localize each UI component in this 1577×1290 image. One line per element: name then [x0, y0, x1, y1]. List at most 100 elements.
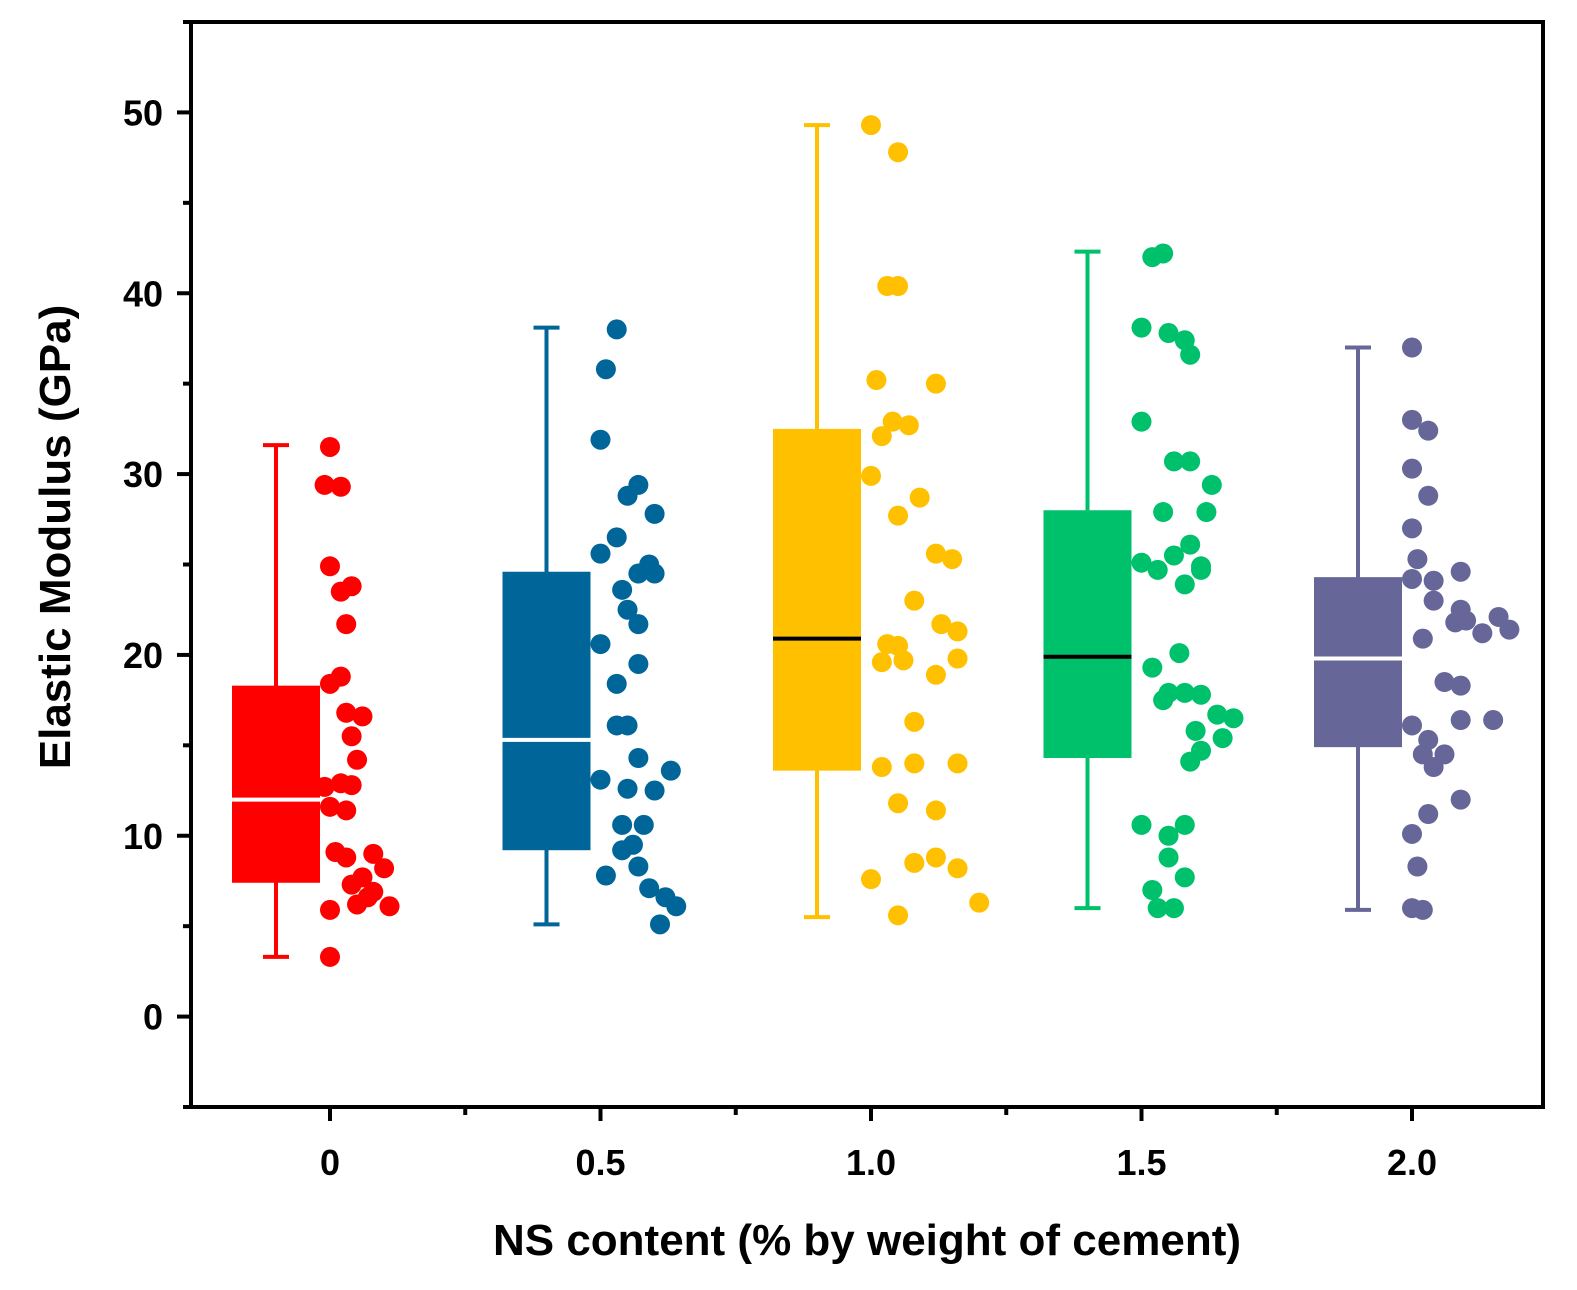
x-tick-label: 2.0: [1387, 1142, 1437, 1183]
y-tick-label: 20: [123, 635, 163, 676]
data-point: [1158, 323, 1179, 344]
data-point: [320, 556, 340, 577]
data-point: [590, 769, 611, 790]
data-point: [1142, 247, 1163, 268]
data-point: [606, 527, 627, 548]
data-point: [1153, 690, 1174, 711]
plot-frame: [189, 20, 1545, 1109]
data-point: [925, 373, 946, 394]
data-point: [888, 276, 909, 297]
data-point: [660, 760, 681, 781]
data-point: [612, 840, 633, 861]
data-point: [1180, 451, 1201, 472]
data-point: [1158, 847, 1179, 868]
data-point: [1223, 708, 1244, 729]
data-point: [1142, 880, 1163, 900]
data-point: [320, 899, 340, 920]
data-point: [314, 474, 335, 495]
data-point: [1212, 728, 1233, 749]
data-point: [644, 780, 665, 801]
data-point: [1163, 451, 1184, 472]
data-point: [969, 892, 990, 913]
data-point: [1402, 568, 1422, 589]
data-point: [374, 858, 395, 879]
data-point: [1412, 899, 1433, 920]
data-point: [888, 505, 909, 526]
data-point: [1450, 561, 1471, 582]
data-point: [341, 726, 362, 747]
series-group: [232, 436, 400, 967]
data-point: [606, 319, 627, 340]
data-point: [379, 896, 400, 917]
data-point: [947, 621, 968, 642]
series-group: [1314, 337, 1520, 920]
data-point: [644, 503, 665, 524]
data-point: [1402, 518, 1422, 539]
data-point: [1207, 704, 1228, 725]
data-point: [590, 634, 611, 655]
data-point: [931, 614, 952, 635]
data-point: [341, 874, 362, 895]
data-point: [1180, 751, 1201, 772]
data-point: [1402, 337, 1422, 358]
data-point: [925, 800, 946, 821]
data-point: [1185, 720, 1206, 741]
data-point: [1191, 559, 1212, 580]
data-point: [861, 115, 881, 136]
data-point: [1147, 898, 1168, 919]
data-point: [666, 896, 687, 917]
data-point: [882, 411, 903, 432]
data-point: [336, 614, 357, 635]
data-point: [1402, 409, 1422, 430]
data-point: [352, 706, 373, 727]
data-point: [1445, 612, 1466, 633]
data-point: [336, 800, 357, 821]
data-point: [1174, 814, 1195, 835]
data-point: [320, 673, 340, 694]
data-point: [904, 711, 925, 732]
data-point: [1174, 682, 1195, 703]
x-tick-label: 0: [320, 1142, 340, 1183]
data-point: [1142, 657, 1163, 678]
data-point: [595, 865, 616, 886]
data-point: [947, 753, 968, 774]
x-tick-label: 1.0: [846, 1142, 896, 1183]
data-point: [861, 465, 881, 486]
data-point: [1402, 458, 1422, 479]
data-point: [898, 415, 919, 436]
iqr-box: [1043, 510, 1132, 758]
data-point: [871, 652, 892, 673]
data-point: [871, 757, 892, 778]
data-point: [904, 590, 925, 611]
iqr-box: [1314, 577, 1402, 748]
data-point: [866, 370, 887, 391]
x-tick-label: 1.5: [1116, 1142, 1166, 1183]
data-point: [888, 142, 909, 163]
data-point: [925, 664, 946, 685]
data-point: [1131, 317, 1152, 338]
data-point: [363, 843, 384, 864]
data-point: [650, 914, 671, 935]
data-point: [1402, 823, 1422, 844]
data-point: [612, 579, 633, 600]
data-point: [1180, 344, 1201, 365]
data-point: [1418, 420, 1439, 441]
data-point: [893, 650, 914, 671]
data-point: [1180, 534, 1201, 555]
data-point: [1196, 502, 1217, 523]
data-point: [1423, 757, 1444, 778]
data-point: [1483, 710, 1504, 731]
data-point: [617, 715, 638, 736]
data-point: [1174, 867, 1195, 888]
data-point: [330, 581, 351, 602]
data-point: [1450, 710, 1471, 731]
data-point: [1169, 643, 1190, 664]
data-point: [1191, 684, 1212, 705]
y-tick-label: 30: [123, 454, 163, 495]
data-point: [904, 753, 925, 774]
data-point: [617, 778, 638, 799]
y-tick-label: 0: [143, 997, 163, 1038]
data-point: [595, 359, 616, 380]
data-point: [320, 796, 340, 817]
data-point: [1423, 590, 1444, 611]
